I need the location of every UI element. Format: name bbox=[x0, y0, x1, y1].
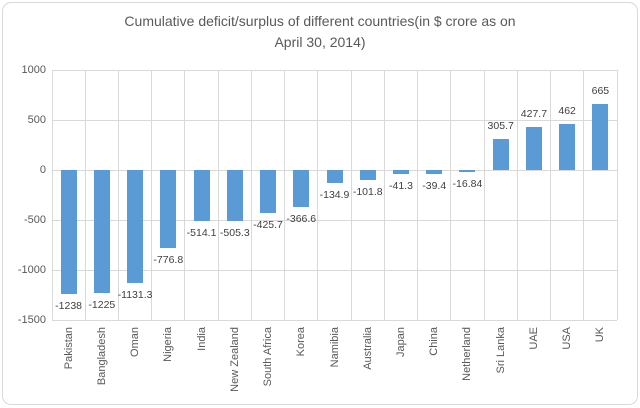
value-label-korea: -366.6 bbox=[286, 212, 317, 225]
bar-namibia bbox=[326, 170, 343, 184]
value-label-bangladesh: -1225 bbox=[88, 298, 116, 311]
x-axis-label-uae: UAE bbox=[527, 327, 540, 350]
gridline-x-6 bbox=[250, 70, 252, 320]
value-label-namibia: -134.9 bbox=[319, 189, 350, 202]
value-label-sri-lanka: 305.7 bbox=[487, 120, 514, 133]
bar-australia bbox=[359, 170, 376, 181]
x-axis-label-usa: USA bbox=[561, 327, 574, 350]
bar-japan bbox=[392, 170, 409, 175]
bar-india bbox=[193, 170, 210, 222]
x-axis-label-korea: Korea bbox=[295, 327, 308, 357]
gridline-x-2 bbox=[117, 70, 119, 320]
bar-bangladesh bbox=[93, 170, 110, 293]
y-axis-tick--500: -500 bbox=[23, 214, 46, 226]
x-axis-label-new-zealand: New Zealand bbox=[228, 327, 241, 392]
x-axis-label-south-africa: South Africa bbox=[262, 327, 275, 387]
gridline-x-17 bbox=[616, 70, 618, 320]
bar-china bbox=[426, 170, 443, 174]
gridline-x-12 bbox=[450, 70, 452, 320]
gridline-x-7 bbox=[284, 70, 286, 320]
chart-title: Cumulative deficit/surplus of different … bbox=[3, 11, 637, 53]
gridline-x-5 bbox=[217, 70, 219, 320]
value-label-japan: -41.3 bbox=[389, 180, 413, 193]
bar-new-zealand bbox=[226, 170, 243, 221]
bar-nigeria bbox=[160, 170, 177, 248]
bar-south-africa bbox=[260, 170, 277, 213]
x-axis-label-china: China bbox=[428, 327, 441, 356]
chart-title-line2: April 30, 2014) bbox=[274, 34, 366, 50]
bar-oman bbox=[127, 170, 144, 284]
bar-netherland bbox=[459, 170, 476, 172]
gridline-x-3 bbox=[151, 70, 153, 320]
gridline-y--500 bbox=[52, 219, 617, 221]
gridline-x-9 bbox=[350, 70, 352, 320]
value-label-uk: 665 bbox=[591, 84, 610, 97]
x-axis-label-australia: Australia bbox=[361, 327, 374, 370]
value-label-pakistan: -1238 bbox=[55, 299, 83, 312]
value-label-oman: -1131.3 bbox=[117, 289, 153, 302]
value-label-new-zealand: -505.3 bbox=[219, 226, 250, 239]
value-label-south-africa: -425.7 bbox=[253, 218, 283, 231]
x-axis-label-uk: UK bbox=[594, 327, 607, 343]
gridline-x-15 bbox=[550, 70, 552, 320]
gridline-x-13 bbox=[483, 70, 485, 320]
y-axis-tick-500: 500 bbox=[27, 114, 46, 126]
x-axis-label-oman: Oman bbox=[129, 327, 142, 357]
x-axis-label-japan: Japan bbox=[394, 327, 407, 357]
gridline-y--1500 bbox=[52, 319, 617, 321]
x-axis-label-sri-lanka: Sri Lanka bbox=[494, 327, 507, 374]
value-label-usa: 462 bbox=[558, 104, 576, 117]
gridline-y-500 bbox=[52, 119, 617, 121]
value-label-uae: 427.7 bbox=[520, 108, 548, 121]
bar-uae bbox=[525, 127, 542, 170]
chart-title-line1: Cumulative deficit/surplus of different … bbox=[124, 13, 516, 29]
bar-uk bbox=[592, 103, 609, 170]
value-label-india: -514.1 bbox=[186, 227, 217, 240]
gridline-x-14 bbox=[516, 70, 518, 320]
gridline-y--1000 bbox=[52, 269, 617, 271]
value-label-netherland: -16.84 bbox=[452, 177, 483, 190]
gridline-x-8 bbox=[317, 70, 319, 320]
x-axis-label-netherland: Netherland bbox=[461, 327, 474, 381]
gridline-x-16 bbox=[583, 70, 585, 320]
gridline-x-4 bbox=[184, 70, 186, 320]
y-axis-tick-1000: 1000 bbox=[21, 64, 46, 76]
y-axis-tick--1500: -1500 bbox=[17, 314, 46, 326]
bar-sri-lanka bbox=[492, 139, 509, 170]
gridline-x-10 bbox=[383, 70, 385, 320]
value-label-australia: -101.8 bbox=[352, 186, 383, 199]
x-axis-label-namibia: Namibia bbox=[328, 327, 341, 368]
gridline-x-11 bbox=[417, 70, 419, 320]
gridline-x-0 bbox=[51, 70, 53, 320]
value-label-china: -39.4 bbox=[422, 179, 447, 192]
bar-pakistan bbox=[60, 170, 77, 294]
value-label-nigeria: -776.8 bbox=[153, 253, 184, 266]
bar-usa bbox=[559, 123, 576, 170]
y-axis-tick--1000: -1000 bbox=[17, 264, 46, 276]
gridline-x-1 bbox=[84, 70, 86, 320]
x-axis-label-nigeria: Nigeria bbox=[162, 327, 175, 362]
x-axis-label-pakistan: Pakistan bbox=[62, 327, 75, 370]
y-axis-tick-0: 0 bbox=[39, 164, 46, 176]
x-axis-label-india: India bbox=[195, 327, 208, 351]
gridline-y-1000 bbox=[52, 69, 617, 71]
x-axis-label-bangladesh: Bangladesh bbox=[95, 327, 108, 386]
bar-korea bbox=[293, 170, 310, 207]
